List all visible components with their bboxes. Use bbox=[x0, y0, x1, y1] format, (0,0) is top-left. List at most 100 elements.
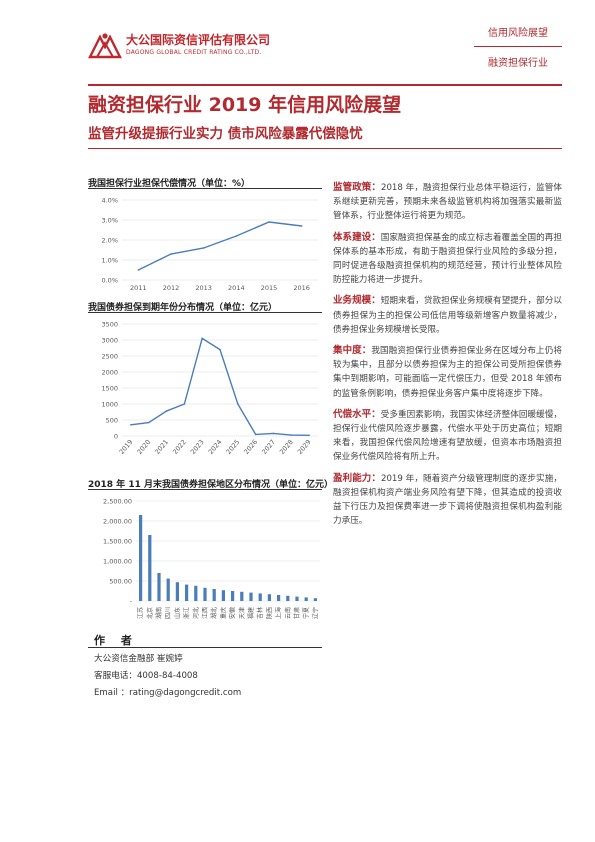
section-label: 体系建设： bbox=[333, 231, 381, 243]
section-text: 我国融资担保行业债券担保业务在区域分布上仍将较为集中，且部分以债券担保为主的担保… bbox=[333, 346, 562, 399]
bar bbox=[267, 594, 272, 601]
x-tick-label: 2013 bbox=[195, 284, 212, 292]
x-tick-label: 甘肃 bbox=[293, 607, 301, 619]
chart3-title: 2018 年 11 月末我国债券担保地区分布情况（单位：亿元） bbox=[88, 480, 333, 490]
chart2-rule bbox=[88, 312, 322, 313]
x-tick-label: 上海 bbox=[275, 607, 283, 619]
data-point bbox=[165, 410, 168, 412]
x-tick-label: 2011 bbox=[130, 284, 147, 292]
y-tick-label: 3.0% bbox=[101, 217, 118, 225]
y-tick-label: 2000 bbox=[101, 369, 118, 377]
x-tick-label: 2029 bbox=[296, 438, 313, 456]
chart1-rule bbox=[88, 188, 322, 189]
data-point bbox=[183, 403, 186, 405]
section-text: 短期来看，贷款担保业务规模有望提升，部分以债券担保为主的担保公司低信用等级新增客… bbox=[333, 296, 562, 335]
x-tick-label: 江苏 bbox=[137, 607, 145, 619]
x-tick-label: 2020 bbox=[135, 438, 152, 456]
x-tick-label: 2027 bbox=[260, 438, 277, 456]
data-point bbox=[237, 403, 239, 405]
section-label: 盈利能力： bbox=[333, 472, 381, 484]
bar bbox=[157, 573, 161, 601]
x-tick-label: 2026 bbox=[242, 438, 259, 456]
y-tick-label: 500 bbox=[106, 417, 118, 425]
x-tick-label: 重庆 bbox=[219, 607, 227, 619]
data-point bbox=[201, 337, 203, 340]
y-tick-label: 2500 bbox=[101, 353, 118, 361]
bar bbox=[286, 595, 290, 601]
bar bbox=[230, 591, 235, 601]
y-tick-label: 1500 bbox=[101, 385, 118, 393]
x-tick-label: 浙江 bbox=[183, 607, 191, 619]
y-tick-label: 0 bbox=[114, 433, 118, 441]
y-tick-label: 1,000.00 bbox=[103, 558, 132, 566]
chart3-rule bbox=[88, 489, 322, 490]
y-tick-label: 1.0% bbox=[101, 257, 118, 265]
x-tick-label: 安徽 bbox=[229, 607, 237, 619]
x-tick-label: 陕西 bbox=[265, 607, 273, 619]
x-tick-label: 2019 bbox=[118, 438, 135, 456]
bar bbox=[258, 593, 262, 601]
x-tick-label: 江西 bbox=[202, 607, 209, 619]
bar bbox=[304, 597, 308, 601]
data-point bbox=[268, 221, 270, 223]
y-tick-label: 2.0% bbox=[101, 237, 118, 245]
x-tick-label: 2015 bbox=[261, 284, 278, 292]
chart1-svg: 0.0% 1.0% 2.0% 3.0% 4.0% 2011 2012 2013 2014 2015… bbox=[101, 197, 318, 292]
data-point bbox=[219, 348, 221, 351]
bar bbox=[221, 590, 226, 601]
author-phone: 客服电话：4008-84-4008 bbox=[94, 671, 198, 681]
author-info: 大公资信金融部 崔婉婷 客服电话：4008-84-4008 Email ：rat… bbox=[94, 651, 241, 702]
section-profitability: 盈利能力：2019 年，随着资产分级管理制度的逐步实施，融资担保机构资产端业务风… bbox=[333, 472, 562, 529]
chart2-title: 我国债券担保到期年份分布情况（单位：亿元） bbox=[88, 303, 278, 313]
bar bbox=[175, 582, 180, 601]
bar bbox=[194, 585, 198, 601]
x-tick-label: 2022 bbox=[171, 438, 188, 456]
y-tick-label: 4.0% bbox=[101, 197, 118, 205]
data-point bbox=[290, 434, 293, 436]
x-tick-label: 2028 bbox=[278, 438, 295, 456]
section-label: 业务规模： bbox=[333, 295, 381, 307]
data-point bbox=[300, 225, 303, 227]
x-tick-label: 山东 bbox=[173, 607, 181, 619]
chart3-svg: - 500.00 1,000.00 1,500.00 2,000.00 2,500.00 江… bbox=[103, 498, 320, 619]
author-heading: 作 者 bbox=[94, 634, 138, 647]
section-scale: 业务规模：短期来看，贷款担保业务规模有望提升，部分以债券担保为主的担保公司低信用… bbox=[333, 294, 562, 337]
x-tick-label: 2014 bbox=[228, 284, 245, 292]
x-tick-label: 北京 bbox=[146, 607, 154, 619]
x-tick-label: 湖南 bbox=[155, 607, 163, 619]
x-tick-label: 天津 bbox=[239, 607, 246, 619]
x-tick-label: 2021 bbox=[153, 438, 170, 456]
y-tick-label: 3500 bbox=[101, 321, 118, 329]
author-rule bbox=[88, 647, 322, 648]
bar bbox=[240, 591, 244, 601]
bar bbox=[249, 592, 253, 601]
subtitle-rule bbox=[88, 148, 562, 149]
header-labels: 信用风险展望 融资担保行业 bbox=[474, 20, 562, 73]
x-tick-label: 2012 bbox=[163, 284, 180, 292]
section-label: 监管政策： bbox=[333, 182, 381, 193]
x-tick-label: 辽宁 bbox=[311, 607, 319, 619]
author-email[interactable]: Email ：rating@dagongcredit.com bbox=[94, 688, 242, 698]
company-logo: 大公国际资信评估有限公司 DAGONG GLOBAL CREDIT RATING… bbox=[88, 29, 270, 65]
data-point bbox=[137, 269, 140, 271]
bar bbox=[138, 515, 143, 601]
data-point bbox=[308, 434, 310, 437]
section-concentration: 集中度：我国融资担保行业债券担保业务在区域分布上仍将较为集中，且部分以债券担保为… bbox=[333, 344, 562, 401]
x-tick-label: 2025 bbox=[225, 438, 242, 456]
data-point bbox=[272, 432, 275, 435]
data-point bbox=[170, 253, 172, 255]
x-tick-label: 福建 bbox=[247, 607, 255, 619]
y-tick-label: 500.00 bbox=[109, 578, 132, 586]
section-text: 受多重因素影响，我国实体经济整体回暖缓慢，担保行业代偿风险逐步暴露，代偿水平处于… bbox=[333, 409, 562, 463]
section-text: 2018 年，融资担保行业总体平稳运行，监管体系继续更新完善，预期未来各级监管机… bbox=[333, 183, 562, 222]
y-tick-label: 2,500.00 bbox=[103, 498, 132, 506]
section-system: 体系建设：国家融资担保基金的成立标志着覆盖全国的再担保体系的基本形成，有助于融资… bbox=[333, 231, 562, 288]
logo-en-text: DAGONG GLOBAL CREDIT RATING CO.,LTD. bbox=[126, 49, 262, 56]
y-tick-label: - bbox=[130, 598, 133, 606]
section-text: 2019 年，随着资产分级管理制度的逐步实施，融资担保机构资产端业务风险有望下降… bbox=[333, 473, 562, 527]
data-point bbox=[254, 433, 257, 436]
logo-cn-text: 大公国际资信评估有限公司 bbox=[126, 33, 271, 47]
data-point bbox=[147, 421, 150, 424]
data-point bbox=[202, 247, 205, 249]
bar bbox=[295, 596, 299, 601]
